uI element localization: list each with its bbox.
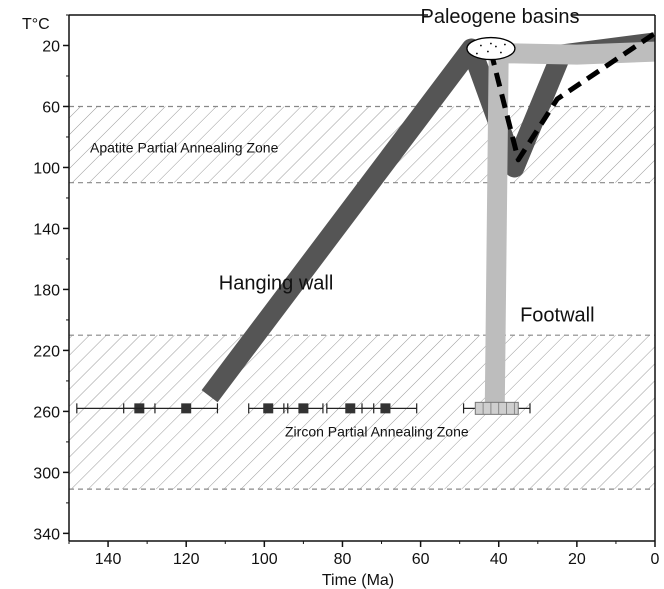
axes-layer: 20 60 100 140 180 220 260 300 340 140 120 100 80 60 40… xyxy=(33,14,660,568)
basin-sediment-dot xyxy=(504,43,506,46)
y-tick-label: 20 xyxy=(42,38,60,55)
ages-layer xyxy=(76,401,531,415)
y-tick-label: 300 xyxy=(33,465,60,482)
y-tick-label: 60 xyxy=(42,99,60,116)
basin-sediment-dot xyxy=(476,52,478,55)
basin-sediment-dot xyxy=(480,44,482,47)
zone-hatch xyxy=(69,106,655,183)
x-tick-label: 0 xyxy=(651,551,660,568)
zircon-age-marker xyxy=(181,403,192,414)
x-tick-label: 60 xyxy=(412,551,430,568)
basin-sediment-dot xyxy=(500,51,502,54)
paleogene-basin-ellipse xyxy=(466,36,516,61)
footwall-label: Footwall xyxy=(520,304,594,326)
zircon-age-marker xyxy=(345,403,356,414)
x-tick-label: 40 xyxy=(490,551,508,568)
x-tick-label: 120 xyxy=(173,551,200,568)
x-axis-title: Time (Ma) xyxy=(322,572,394,589)
basin-sediment-dot xyxy=(490,42,492,45)
y-tick-label: 340 xyxy=(33,526,60,543)
y-tick-label: 100 xyxy=(33,160,60,177)
dashed-path xyxy=(488,31,655,163)
x-tick-label: 20 xyxy=(568,551,586,568)
y-axis-title: T°C xyxy=(22,16,50,33)
paths-layer xyxy=(201,31,655,404)
labels-layer: Paleogene basins Hanging wall Footwall xyxy=(219,6,595,326)
y-tick-label: 260 xyxy=(33,404,60,421)
y-tick-label: 140 xyxy=(33,221,60,238)
footwall-band xyxy=(484,41,655,404)
footwall-age-box xyxy=(474,401,519,415)
zone-label: Zircon Partial Annealing Zone xyxy=(285,423,469,439)
zones-layer: Apatite Partial Annealing Zone Zircon Par… xyxy=(69,105,655,490)
basin-sediment-dot xyxy=(487,50,489,53)
paleogene-basins-label: Paleogene basins xyxy=(420,6,579,28)
basins-label-backdrop xyxy=(428,8,572,28)
x-tick-label: 80 xyxy=(334,551,352,568)
basin-sediment-dot xyxy=(495,45,497,48)
x-tick-label: 140 xyxy=(95,551,122,568)
y-tick-label: 180 xyxy=(33,282,60,299)
hanging-wall-label: Hanging wall xyxy=(219,272,334,294)
zone-label: Apatite Partial Annealing Zone xyxy=(90,139,279,155)
zircon-age-marker xyxy=(380,403,391,414)
zircon-age-marker xyxy=(263,403,274,414)
y-tick-label: 220 xyxy=(33,343,60,360)
x-tick-label: 100 xyxy=(251,551,278,568)
zircon-age-marker xyxy=(298,403,309,414)
